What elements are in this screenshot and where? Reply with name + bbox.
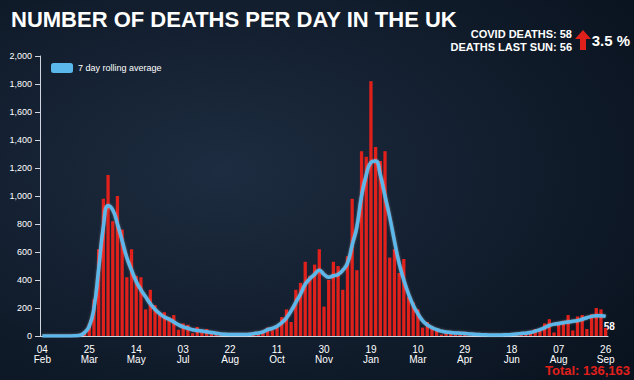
svg-text:04: 04 <box>36 343 48 355</box>
svg-text:19: 19 <box>365 343 377 355</box>
svg-text:1,600: 1,600 <box>9 107 32 117</box>
svg-text:200: 200 <box>17 303 32 313</box>
svg-text:COVID DEATHS: 58: COVID DEATHS: 58 <box>471 28 572 40</box>
svg-text:25: 25 <box>83 343 95 355</box>
svg-text:Aug: Aug <box>221 354 239 365</box>
svg-text:Mar: Mar <box>81 354 99 365</box>
svg-text:Sep: Sep <box>597 354 615 365</box>
svg-text:Jul: Jul <box>177 354 190 365</box>
svg-text:3.5 %: 3.5 % <box>592 32 630 49</box>
svg-text:Jan: Jan <box>363 354 379 365</box>
svg-text:600: 600 <box>17 247 32 257</box>
svg-text:Aug: Aug <box>550 354 568 365</box>
svg-text:May: May <box>127 354 146 365</box>
svg-text:18: 18 <box>506 343 518 355</box>
svg-text:NUMBER OF DEATHS PER DAY IN TH: NUMBER OF DEATHS PER DAY IN THE UK <box>11 7 457 32</box>
svg-text:2,000: 2,000 <box>9 51 32 61</box>
svg-text:Feb: Feb <box>34 354 52 365</box>
svg-text:0: 0 <box>27 331 32 341</box>
svg-text:07: 07 <box>553 343 565 355</box>
svg-text:30: 30 <box>318 343 330 355</box>
svg-text:14: 14 <box>130 343 142 355</box>
svg-text:800: 800 <box>17 219 32 229</box>
svg-text:Total: 136,163: Total: 136,163 <box>545 363 630 378</box>
svg-text:1,000: 1,000 <box>9 191 32 201</box>
svg-text:58: 58 <box>603 320 615 332</box>
svg-text:Mar: Mar <box>409 354 427 365</box>
svg-text:400: 400 <box>17 275 32 285</box>
svg-text:11: 11 <box>271 343 283 355</box>
svg-text:Apr: Apr <box>457 354 473 365</box>
svg-text:7 day rolling average: 7 day rolling average <box>78 63 162 73</box>
svg-text:29: 29 <box>459 343 471 355</box>
svg-text:Oct: Oct <box>269 354 285 365</box>
svg-text:Jun: Jun <box>504 354 520 365</box>
svg-text:1,200: 1,200 <box>9 163 32 173</box>
svg-text:1,800: 1,800 <box>9 79 32 89</box>
svg-text:DEATHS LAST SUN: 56: DEATHS LAST SUN: 56 <box>451 41 572 53</box>
svg-text:26: 26 <box>600 343 612 355</box>
svg-text:22: 22 <box>224 343 236 355</box>
svg-text:Nov: Nov <box>315 354 333 365</box>
svg-text:03: 03 <box>177 343 189 355</box>
svg-text:1,400: 1,400 <box>9 135 32 145</box>
svg-text:10: 10 <box>412 343 424 355</box>
